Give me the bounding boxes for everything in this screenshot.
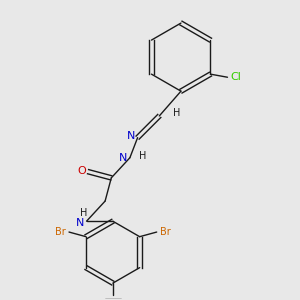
- Text: N: N: [127, 131, 135, 141]
- Text: H: H: [80, 208, 87, 218]
- Text: H: H: [139, 151, 147, 161]
- Text: N: N: [119, 153, 127, 163]
- Text: Br: Br: [55, 227, 66, 237]
- Text: N: N: [76, 218, 84, 228]
- Text: O: O: [77, 166, 85, 176]
- Text: H: H: [172, 108, 180, 118]
- Text: Br: Br: [160, 227, 171, 237]
- Text: Cl: Cl: [230, 72, 241, 82]
